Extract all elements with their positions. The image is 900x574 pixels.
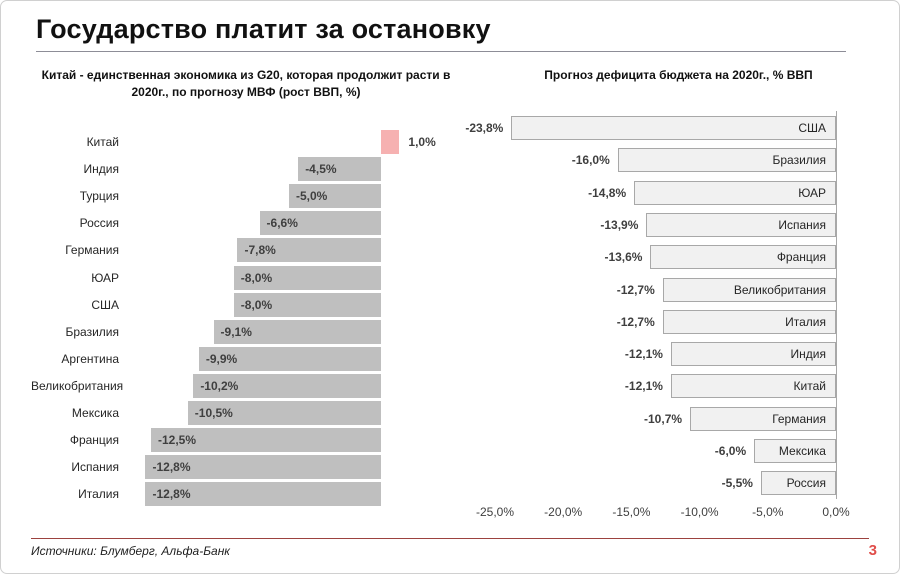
footer-rule (31, 538, 869, 539)
value-label: -8,0% (240, 270, 273, 285)
gdp-growth-chart-title: Китай - единственная экономика из G20, к… (41, 68, 451, 99)
sources-note: Источники: Блумберг, Альфа-Банк (31, 544, 230, 558)
category-label: Испания (778, 217, 826, 232)
bar (233, 265, 381, 290)
category-label: Германия (65, 243, 119, 258)
zero-axis-line (836, 111, 837, 499)
x-axis-tick-label: -15,0% (612, 505, 651, 519)
category-label: Индия (83, 162, 119, 177)
value-label: -13,6% (604, 250, 643, 265)
category-label: Россия (786, 476, 826, 491)
value-label: -12,7% (616, 282, 655, 297)
bar (289, 184, 381, 209)
category-label: Италия (78, 487, 119, 502)
value-label: -14,8% (588, 185, 627, 200)
value-label: -23,8% (465, 121, 504, 135)
category-label: Италия (785, 314, 826, 329)
bar (690, 406, 836, 431)
value-label: -9,9% (205, 351, 238, 366)
bar (670, 342, 836, 367)
x-axis-tick-label: -5,0% (752, 505, 784, 519)
category-label: Китай (793, 379, 826, 394)
value-label: -10,7% (644, 411, 683, 426)
bar (298, 157, 381, 182)
x-axis-tick-label: 0,0% (822, 505, 850, 519)
category-label: Германия (772, 411, 826, 426)
title-underline (36, 51, 846, 52)
bar (662, 309, 836, 334)
bar-highlight (381, 130, 400, 154)
category-label: Мексика (71, 406, 119, 420)
bar (187, 401, 381, 425)
value-label: -10,5% (194, 406, 233, 420)
value-label: -12,5% (158, 433, 197, 448)
bar (233, 292, 381, 317)
bar (634, 180, 836, 205)
x-axis-tick-label: -10,0% (680, 505, 719, 519)
bar (650, 245, 836, 270)
bar (646, 212, 836, 237)
category-label: Бразилия (65, 324, 120, 339)
category-label: Индия (790, 347, 826, 362)
category-label: Франция (776, 250, 826, 265)
bar (754, 439, 836, 463)
bar (145, 455, 381, 480)
value-label: -6,6% (266, 216, 298, 231)
bar (198, 346, 381, 371)
category-label: Великобритания (733, 282, 826, 297)
value-label: -12,7% (616, 314, 655, 329)
value-label: -8,0% (240, 297, 273, 312)
category-label: США (798, 121, 826, 135)
value-label: -9,1% (220, 324, 252, 339)
bar (213, 319, 381, 344)
value-label: -12,8% (152, 487, 191, 502)
value-label: -12,1% (624, 347, 663, 362)
page-number: 3 (868, 542, 877, 559)
category-label: Испания (71, 460, 119, 475)
bar (151, 428, 381, 453)
category-label: Франция (69, 433, 119, 448)
category-label: Аргентина (61, 351, 119, 366)
category-label: Китай (86, 135, 119, 149)
bar (662, 277, 836, 302)
category-label: Турция (79, 189, 119, 204)
value-label: -16,0% (571, 153, 610, 168)
category-label: Россия (79, 216, 119, 231)
budget-deficit-chart: Прогноз дефицита бюджета на 2020г., % ВВ… (465, 65, 891, 527)
value-label: -13,9% (600, 217, 639, 232)
page-title: Государство платит за остановку (36, 14, 491, 44)
value-label: -5,5% (721, 476, 753, 491)
category-label: ЮАР (798, 185, 826, 200)
value-label: 1,0% (408, 135, 436, 149)
bar (760, 471, 836, 496)
bar (617, 148, 836, 173)
category-label: Бразилия (772, 153, 826, 168)
bar (511, 116, 836, 140)
value-label: -6,0% (714, 444, 747, 458)
category-label: США (91, 297, 119, 312)
value-label: -5,0% (296, 189, 328, 204)
value-label: -10,2% (200, 378, 239, 393)
bar (259, 211, 381, 236)
category-label: Великобритания (31, 378, 124, 393)
bar (237, 238, 381, 263)
bar (145, 482, 381, 507)
x-axis-tick-label: -25,0% (475, 505, 515, 519)
value-label: -12,8% (152, 460, 191, 475)
bar (670, 374, 836, 399)
value-label: -4,5% (305, 162, 337, 177)
category-label: ЮАР (91, 270, 119, 285)
value-label: -7,8% (244, 243, 276, 258)
value-label: -12,1% (624, 379, 663, 394)
category-label: Мексика (778, 444, 826, 458)
x-axis-tick-label: -20,0% (544, 505, 583, 519)
budget-deficit-chart-title: Прогноз дефицита бюджета на 2020г., % ВВ… (544, 68, 813, 82)
gdp-growth-chart: Китай - единственная экономика из G20, к… (31, 65, 461, 527)
bar (193, 373, 381, 398)
